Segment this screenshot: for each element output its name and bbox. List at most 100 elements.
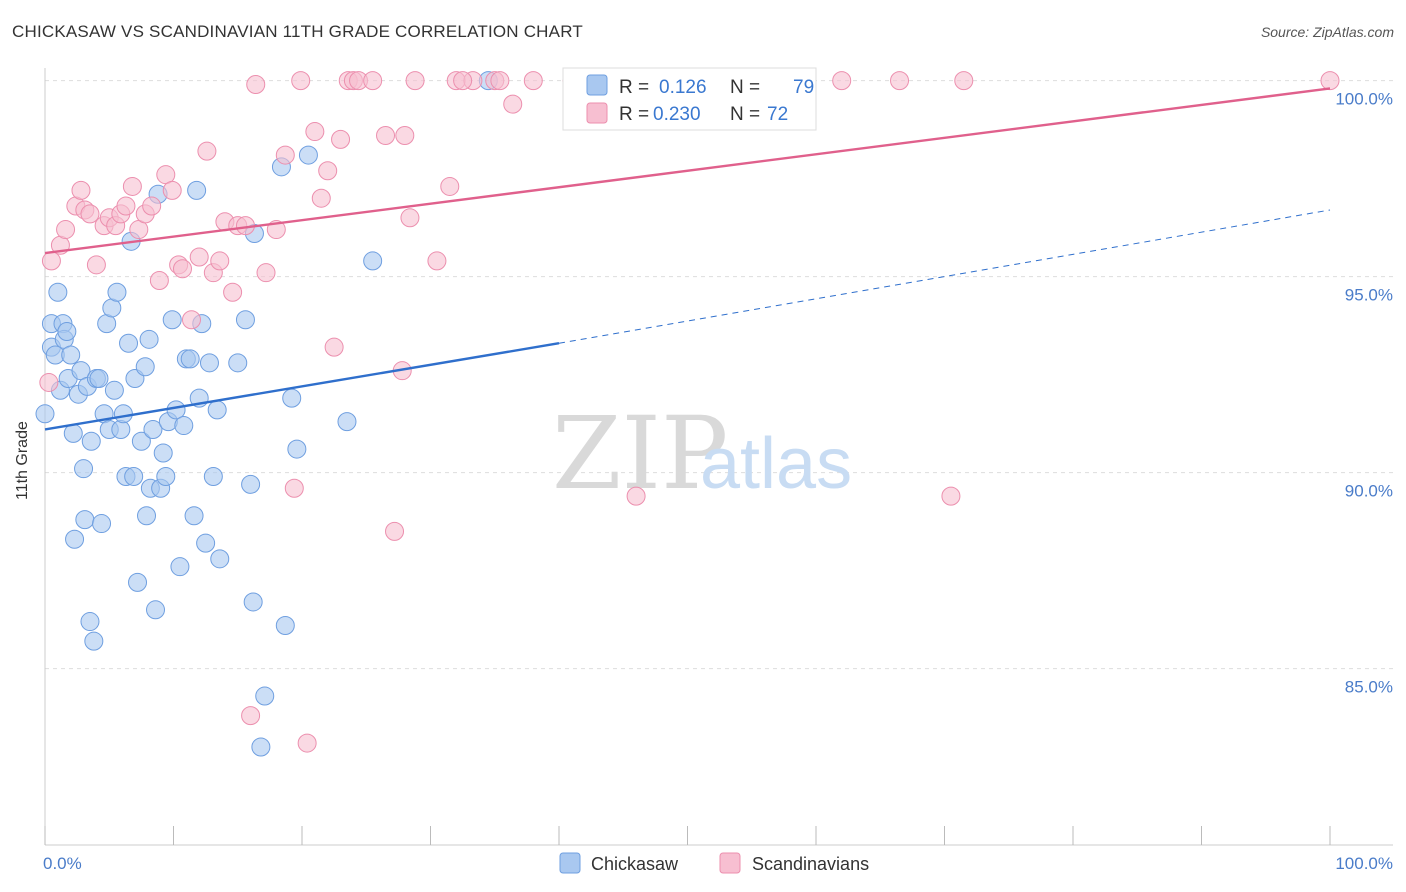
point-chickasaw (135, 357, 155, 377)
x-tick-label: 100.0% (1335, 854, 1393, 873)
legend-n-label-chickasaw: N = (730, 77, 760, 98)
point-chickasaw (241, 474, 261, 494)
point-scandinavians (197, 141, 217, 161)
point-chickasaw (275, 615, 295, 635)
point-chickasaw (162, 310, 182, 330)
point-scandinavians (503, 94, 523, 114)
bottom-legend: Chickasaw Scandinavians (559, 852, 869, 874)
point-chickasaw (128, 572, 148, 592)
point-chickasaw (143, 419, 163, 439)
point-scandinavians (71, 180, 91, 200)
point-chickasaw (255, 686, 275, 706)
y-tick-label: 100.0% (1335, 90, 1393, 109)
point-chickasaw (287, 439, 307, 459)
point-chickasaw (196, 533, 216, 553)
point-scandinavians (376, 125, 396, 145)
point-scandinavians (305, 122, 325, 142)
point-chickasaw (337, 412, 357, 432)
point-scandinavians (890, 71, 910, 91)
point-scandinavians (440, 176, 460, 196)
legend-swatch-chickasaw (586, 74, 608, 96)
point-chickasaw (80, 612, 100, 632)
legend: R = 0.126 N = 79 R = 0.230 N = 72 (562, 67, 817, 131)
bottom-legend-chickasaw: Chickasaw (591, 854, 679, 874)
point-scandinavians (832, 71, 852, 91)
point-chickasaw (124, 467, 144, 487)
point-scandinavians (490, 71, 510, 91)
point-chickasaw (363, 251, 383, 271)
watermark-atlas: atlas (700, 424, 852, 504)
trend-line-chickasaw (44, 342, 560, 431)
point-scandinavians (122, 176, 142, 196)
point-scandinavians (284, 478, 304, 498)
bottom-legend-swatch-chickasaw (559, 852, 581, 874)
point-scandinavians (453, 71, 473, 91)
point-scandinavians (149, 271, 169, 291)
point-scandinavians (256, 263, 276, 283)
point-chickasaw (139, 329, 159, 349)
point-chickasaw (65, 529, 85, 549)
point-chickasaw (107, 282, 127, 302)
point-chickasaw (243, 592, 263, 612)
legend-n-value-scandinavians: 72 (767, 104, 788, 125)
x-tick-label: 0.0% (43, 854, 82, 873)
bottom-legend-scandinavians: Scandinavians (752, 854, 869, 874)
point-scandinavians (246, 75, 266, 95)
point-chickasaw (35, 404, 55, 424)
point-chickasaw (137, 506, 157, 526)
legend-r-label-chickasaw: R = (619, 77, 649, 98)
point-chickasaw (92, 514, 112, 534)
point-scandinavians (324, 337, 344, 357)
point-chickasaw (170, 557, 190, 577)
y-tick-label: 95.0% (1345, 286, 1393, 305)
point-chickasaw (153, 443, 173, 463)
trend-line-extension-chickasaw (558, 209, 1331, 344)
axes (44, 68, 1393, 846)
point-scandinavians (39, 372, 59, 392)
point-scandinavians (1320, 71, 1340, 91)
point-scandinavians (626, 486, 646, 506)
point-chickasaw (89, 369, 109, 389)
source-label: Source: ZipAtlas.com (1260, 24, 1394, 40)
point-chickasaw (146, 600, 166, 620)
point-scandinavians (162, 180, 182, 200)
legend-n-value-chickasaw: 79 (793, 77, 814, 98)
point-scandinavians (41, 251, 61, 271)
point-chickasaw (180, 349, 200, 369)
point-chickasaw (235, 310, 255, 330)
point-scandinavians (86, 255, 106, 275)
point-scandinavians (210, 251, 230, 271)
point-chickasaw (75, 510, 95, 530)
legend-r-value-scandinavians: 0.230 (653, 104, 701, 125)
point-chickasaw (199, 353, 219, 373)
point-chickasaw (119, 333, 139, 353)
point-chickasaw (61, 345, 81, 365)
point-chickasaw (184, 506, 204, 526)
point-scandinavians (172, 259, 192, 279)
point-scandinavians (56, 220, 76, 240)
legend-r-label-scandinavians: R = (619, 104, 649, 125)
chart-title: CHICKASAW VS SCANDINAVIAN 11TH GRADE COR… (12, 22, 583, 41)
point-scandinavians (297, 733, 317, 753)
point-chickasaw (187, 180, 207, 200)
point-chickasaw (111, 419, 131, 439)
point-chickasaw (81, 431, 101, 451)
trend-line-scandinavians (44, 87, 1331, 255)
point-scandinavians (189, 247, 209, 267)
legend-swatch-scandinavians (586, 102, 608, 124)
tick-labels: 100.0% 95.0% 90.0% 85.0% 0.0% 100.0% (43, 90, 1393, 873)
point-scandinavians (311, 188, 331, 208)
point-scandinavians (395, 125, 415, 145)
point-scandinavians (223, 282, 243, 302)
point-chickasaw (228, 353, 248, 373)
point-chickasaw (74, 459, 94, 479)
point-chickasaw (84, 631, 104, 651)
point-scandinavians (385, 521, 405, 541)
point-scandinavians (116, 196, 136, 216)
point-scandinavians (427, 251, 447, 271)
point-chickasaw (210, 549, 230, 569)
point-chickasaw (48, 282, 68, 302)
point-scandinavians (523, 71, 543, 91)
point-scandinavians (318, 161, 338, 181)
